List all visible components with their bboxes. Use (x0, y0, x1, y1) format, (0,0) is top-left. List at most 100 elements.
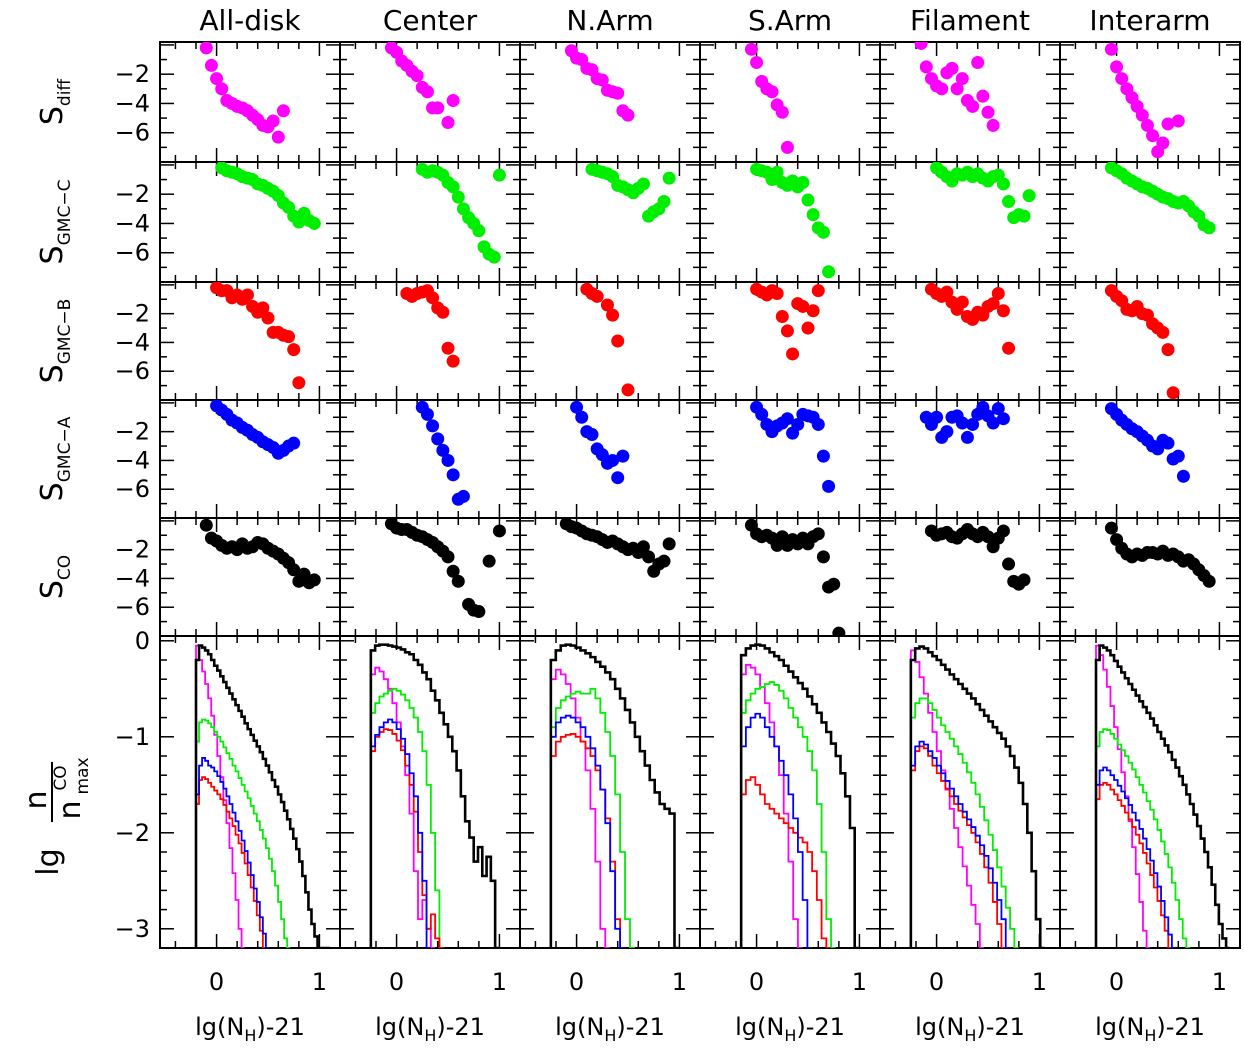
panel-narm-row-2 (519, 161, 701, 283)
data-point-diff (1135, 108, 1149, 122)
data-point-gmc_b (287, 343, 301, 357)
panel-alldisk-row-4: −2−4−6 (115, 399, 341, 519)
data-point-gmc_b (611, 334, 625, 348)
x-label-sub: H (784, 1026, 796, 1045)
panel-sarm-row-4 (699, 399, 881, 519)
data-point-gmc_c (307, 216, 321, 230)
data-point-diff (981, 105, 995, 119)
data-point-gmc_a (991, 402, 1005, 416)
histogram-line-co (739, 643, 860, 948)
histogram-line-gmc_b (740, 776, 832, 948)
data-point-diff (955, 72, 969, 86)
panel-content (384, 518, 506, 619)
panel-filament-row-4 (879, 399, 1061, 519)
panel-sarm-row-3 (699, 281, 881, 401)
y-tick-label: −6 (115, 239, 150, 267)
data-point-diff (1110, 60, 1124, 74)
data-point-diff (441, 115, 455, 129)
y-label-sub: CO (55, 555, 75, 580)
data-point-gmc_b (806, 304, 820, 318)
x-label-tail: )-21 (1156, 1013, 1205, 1041)
histogram-line-gmc_c (549, 687, 635, 948)
data-point-diff (210, 72, 224, 86)
histogram-line-gmc_c (740, 681, 836, 948)
data-point-gmc_a (606, 453, 620, 467)
data-point-diff (1156, 136, 1170, 150)
x-label-tail: )-21 (616, 1013, 665, 1041)
data-point-diff (1140, 118, 1154, 132)
panel-narm-row-6 (519, 635, 701, 949)
data-point-co (446, 564, 460, 578)
data-point-gmc_a (955, 416, 969, 430)
panel-frame (159, 635, 341, 949)
column-title: N.Arm (566, 4, 653, 37)
data-point-diff (765, 85, 779, 99)
histogram-line-co (1094, 644, 1230, 948)
panel-sarm-row-2 (699, 161, 881, 283)
panel-narm-row-5 (519, 517, 701, 637)
panel-content (210, 282, 306, 390)
panel-content (909, 645, 1045, 948)
panel-interarm-row-3 (1059, 281, 1241, 401)
data-point-diff (914, 42, 928, 50)
histogram-line-gmc_c (369, 687, 444, 948)
data-point-gmc_b (590, 289, 604, 303)
y-tick-label: −6 (115, 119, 150, 147)
data-point-gmc_b (1002, 341, 1016, 355)
panel-sarm-row-6 (699, 635, 881, 949)
panel-frame (159, 41, 341, 163)
histogram-line-diff (195, 644, 245, 948)
x-axis-label: lg(NH)-21 (915, 1013, 1025, 1045)
data-point-gmc_a (966, 417, 980, 431)
x-axis-label: lg(NH)-21 (195, 1013, 305, 1045)
panel-frame (699, 281, 881, 401)
panel-content (744, 42, 794, 154)
data-point-diff (431, 101, 445, 115)
data-point-co (199, 518, 213, 532)
x-axis-label: lg(NH)-21 (735, 1013, 845, 1045)
data-point-gmc_a (930, 410, 944, 424)
y-tick-label: −4 (115, 209, 150, 237)
panel-frame (1059, 281, 1241, 401)
data-point-gmc_a (1176, 469, 1190, 483)
data-point-gmc_b (955, 295, 969, 309)
panel-frame (519, 41, 701, 163)
histogram-line-co (194, 644, 330, 948)
y-label-sub: GMC−A (55, 416, 75, 482)
x-tick-label: 1 (1212, 968, 1227, 996)
data-point-co (642, 550, 656, 564)
x-tick-label: 1 (1032, 968, 1047, 996)
data-point-gmc_a (446, 468, 460, 482)
y-tick-label: −2 (115, 60, 150, 88)
data-point-gmc_b (801, 321, 815, 335)
x-tick-label: 0 (749, 968, 764, 996)
x-label-main: lg(N (375, 1013, 424, 1041)
data-point-gmc_b (256, 301, 270, 315)
panel-content (914, 42, 1000, 132)
x-label-sub: H (964, 1026, 976, 1045)
panel-content (549, 643, 680, 948)
data-point-co (307, 573, 321, 587)
x-label-main: lg(N (915, 1013, 964, 1041)
data-point-gmc_b (282, 330, 296, 344)
x-tick-label: 0 (389, 968, 404, 996)
column-title: Filament (910, 4, 1030, 37)
data-point-gmc_a (287, 436, 301, 450)
data-point-gmc_b (292, 376, 306, 390)
data-point-diff (935, 82, 949, 96)
data-point-co (451, 574, 465, 588)
data-point-gmc_c (1002, 195, 1016, 209)
data-point-co (482, 554, 496, 568)
panel-frame (879, 281, 1061, 401)
y-tick-label: −2 (115, 536, 150, 564)
panel-interarm-row-4 (1059, 399, 1241, 519)
panel-alldisk-row-1: −2−4−6 (115, 41, 341, 163)
panel-content (415, 162, 506, 264)
data-point-gmc_b (1156, 325, 1170, 339)
panel-content (194, 644, 330, 948)
y-label-main: S (35, 245, 70, 264)
y-tick-label: −6 (115, 357, 150, 385)
data-point-gmc_c (636, 177, 650, 191)
y-tick-label: −4 (115, 328, 150, 356)
